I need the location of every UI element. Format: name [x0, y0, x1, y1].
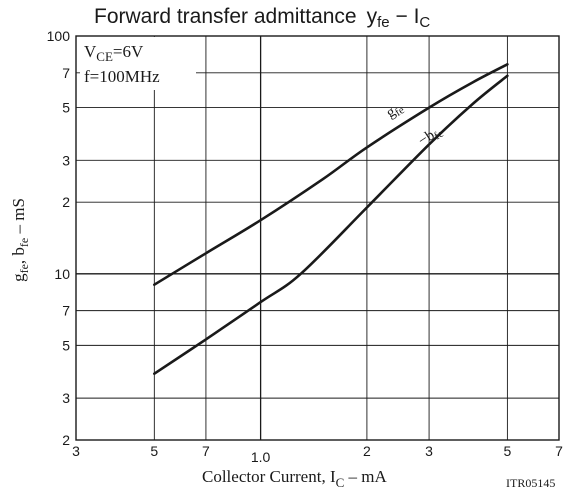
chart-title: Forward transfer admittance yfe − IC: [94, 5, 430, 31]
x-tick-label: 2: [363, 443, 371, 459]
y-tick-label: 2: [62, 432, 70, 448]
x-tick-label: 5: [150, 443, 158, 459]
x-tick-label: 3: [425, 443, 433, 459]
x-tick-label: 7: [202, 443, 210, 459]
y-tick-labels: 2 3 5 7 10 2 3 5 7 100: [47, 28, 71, 448]
x-tick-label: 3: [72, 443, 80, 459]
y-tick-label: 7: [62, 65, 70, 81]
conditions-box-bg: [80, 37, 196, 90]
series-line-bfe: [153, 74, 509, 375]
series-line-gfe: [153, 63, 509, 286]
x-tick-label: 1.0: [251, 449, 271, 465]
frequency-condition: f=100MHz: [84, 67, 160, 86]
y-axis-label: gfe, bfe – mS: [9, 198, 31, 282]
x-tick-label: 5: [504, 443, 512, 459]
x-tick-label: 7: [555, 443, 563, 459]
y-tick-label: 7: [62, 303, 70, 319]
y-tick-label: 10: [54, 266, 70, 282]
y-tick-label: 100: [47, 28, 71, 44]
grid: [76, 36, 559, 440]
series-label-bfe: −bfe: [415, 123, 445, 152]
y-tick-label: 5: [62, 337, 70, 353]
y-tick-label: 5: [62, 100, 70, 116]
x-tick-labels: 3 5 7 1.0 2 3 5 7: [72, 443, 563, 465]
plot-frame: [75, 35, 560, 441]
y-tick-label: 3: [62, 390, 70, 406]
series-group: [153, 63, 509, 375]
figure-code: ITR05145: [506, 476, 555, 490]
series-label-gfe: gfe: [383, 99, 406, 123]
y-tick-label: 3: [62, 152, 70, 168]
vce-condition: VCE=6V: [84, 42, 144, 64]
x-axis-label: Collector Current, IC – mA: [202, 467, 388, 490]
y-tick-label: 2: [62, 194, 70, 210]
